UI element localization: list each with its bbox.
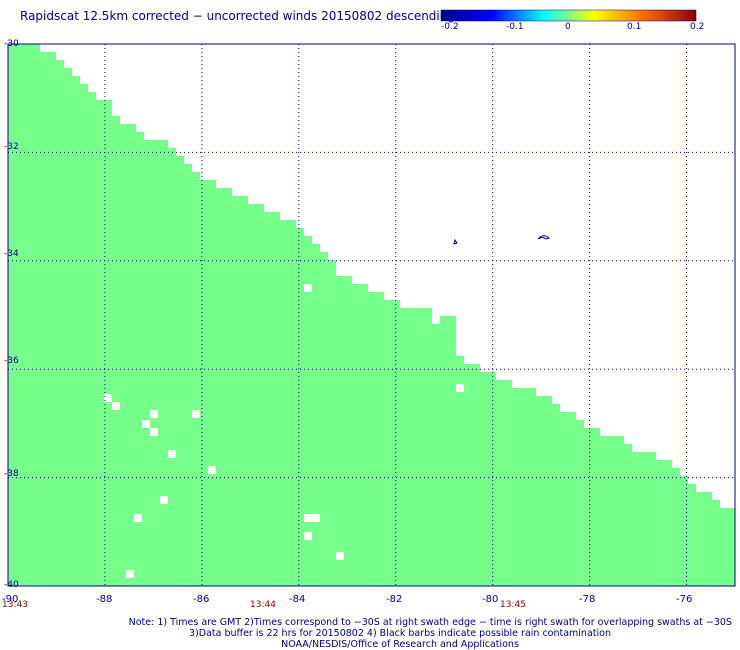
missing-data-cell bbox=[142, 420, 150, 428]
missing-data-cell bbox=[150, 410, 158, 418]
missing-data-cell bbox=[304, 532, 312, 540]
missing-data-cell bbox=[304, 284, 312, 292]
map-frame bbox=[7, 43, 736, 587]
missing-data-cell bbox=[150, 428, 158, 436]
missing-data-cell bbox=[208, 466, 216, 474]
missing-data-cell bbox=[432, 316, 440, 324]
lon-tick-2: -88 bbox=[96, 594, 113, 605]
contour-marks bbox=[453, 235, 551, 245]
missing-data-cell bbox=[168, 450, 176, 458]
contour-large bbox=[537, 235, 551, 240]
lat-tick-4: -36 bbox=[4, 356, 19, 366]
lon-tick-8: -76 bbox=[676, 594, 693, 605]
swath-area bbox=[8, 44, 735, 586]
colorbar-label-2: -0.1 bbox=[506, 22, 524, 32]
map-title: Rapidscat 12.5km corrected − uncorrected… bbox=[20, 9, 455, 23]
missing-data-cell bbox=[160, 496, 168, 504]
lon-tick-3: -86 bbox=[193, 594, 210, 605]
missing-data-cell bbox=[112, 402, 120, 410]
lon-tick-5: -82 bbox=[386, 594, 403, 605]
colorbar-label-5: 0.2 bbox=[690, 22, 705, 32]
lon-tick-6: -80 bbox=[482, 594, 499, 605]
lon-tick-1: -90 bbox=[2, 594, 19, 605]
missing-data-cell bbox=[336, 552, 344, 560]
lat-tick-3: -34 bbox=[4, 249, 19, 259]
colorbar bbox=[440, 9, 697, 22]
missing-data-cell bbox=[104, 394, 112, 402]
colorbar-label-1: -0.2 bbox=[441, 22, 459, 32]
contour-small bbox=[453, 238, 458, 245]
missing-data-cell bbox=[312, 514, 320, 522]
note-line-2: 3)Data buffer is 22 hrs for 20150802 4) … bbox=[189, 628, 611, 639]
lat-tick-5: -38 bbox=[4, 469, 19, 479]
missing-data-cell bbox=[456, 384, 464, 392]
swath-cells bbox=[8, 44, 735, 586]
time-label-3: 13:45 bbox=[500, 600, 526, 610]
missing-data-cell bbox=[192, 410, 200, 418]
time-label-1: 13:43 bbox=[2, 600, 28, 610]
note-line-3: NOAA/NESDIS/Office of Research and Appli… bbox=[281, 639, 519, 650]
lat-tick-1: -30 bbox=[4, 39, 19, 49]
colorbar-label-3: 0 bbox=[565, 22, 571, 32]
time-label-2: 13:44 bbox=[250, 600, 276, 610]
lat-tick-6: -40 bbox=[4, 580, 19, 590]
note-line-1: Note: 1) Times are GMT 2)Times correspon… bbox=[128, 617, 732, 628]
missing-data-cell bbox=[134, 514, 142, 522]
lon-tick-4: -84 bbox=[289, 594, 306, 605]
colorbar-label-4: 0.1 bbox=[627, 22, 642, 32]
lat-tick-2: -32 bbox=[4, 142, 19, 152]
missing-data-cell bbox=[304, 514, 312, 522]
missing-data-cell bbox=[336, 268, 344, 276]
missing-data-cell bbox=[126, 570, 134, 578]
lon-tick-7: -78 bbox=[579, 594, 596, 605]
